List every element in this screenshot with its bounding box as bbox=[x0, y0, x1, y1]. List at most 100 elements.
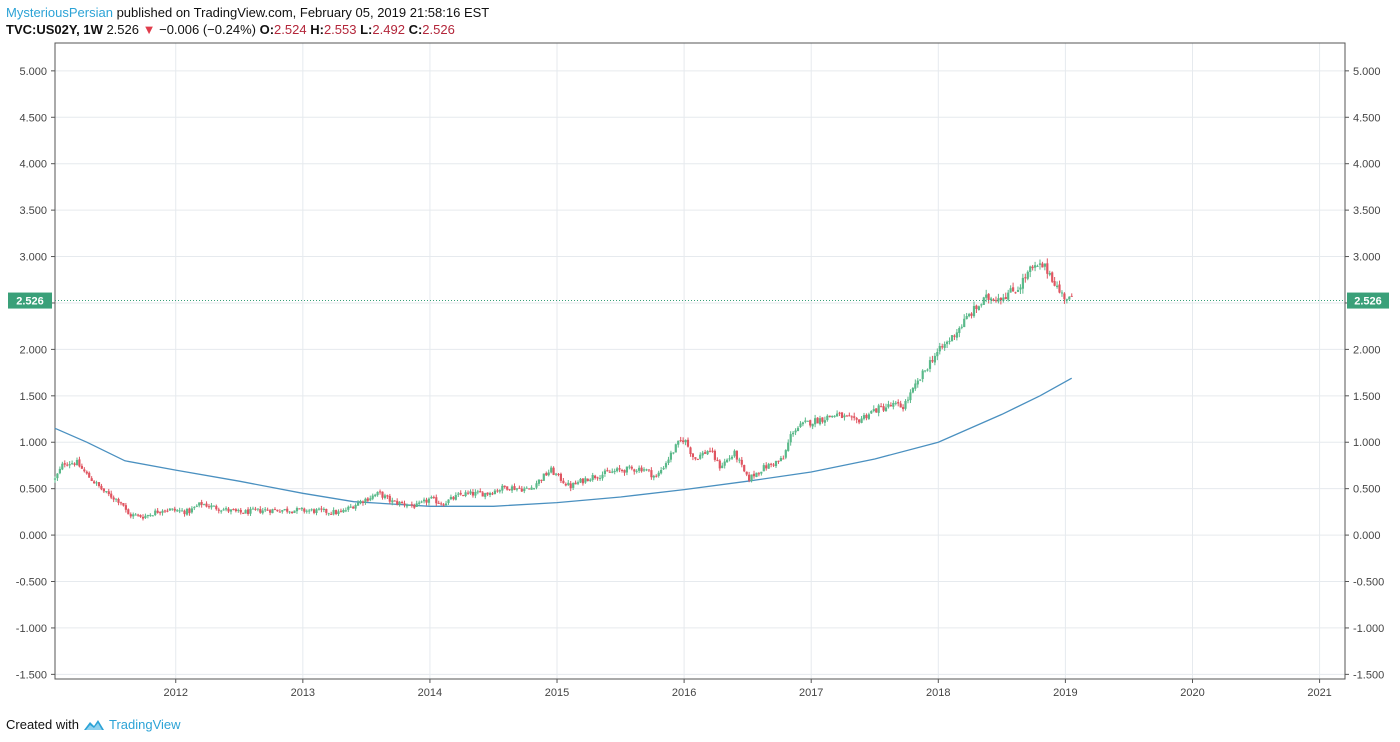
change-value: −0.006 (−0.24%) bbox=[159, 22, 256, 37]
candle-body bbox=[674, 444, 677, 453]
candle bbox=[899, 400, 902, 408]
author-link[interactable]: MysteriousPersian bbox=[6, 5, 113, 20]
candle bbox=[295, 506, 299, 514]
candle-body bbox=[882, 406, 885, 411]
candle-body bbox=[965, 316, 968, 320]
candle-body bbox=[686, 439, 690, 447]
candle-body bbox=[1024, 277, 1027, 279]
candle bbox=[611, 468, 614, 474]
candle-body bbox=[383, 495, 387, 499]
candle bbox=[53, 476, 57, 483]
candle-body bbox=[1046, 263, 1049, 274]
candle bbox=[855, 416, 858, 424]
candle bbox=[730, 455, 734, 461]
candle-body bbox=[413, 505, 416, 508]
candle bbox=[168, 507, 171, 511]
candle bbox=[398, 501, 401, 507]
candle bbox=[696, 458, 699, 461]
candle bbox=[789, 431, 792, 446]
candle bbox=[459, 490, 462, 496]
candle-body bbox=[420, 501, 423, 503]
candle-body bbox=[779, 458, 782, 462]
x-tick-label: 2021 bbox=[1307, 687, 1331, 699]
candle-body bbox=[1056, 285, 1059, 287]
candle bbox=[403, 500, 406, 508]
candle bbox=[642, 467, 646, 472]
candle-body bbox=[540, 479, 543, 481]
candle bbox=[63, 460, 66, 468]
candle bbox=[875, 408, 878, 414]
candle-body bbox=[628, 466, 631, 468]
candle bbox=[212, 505, 215, 507]
candle bbox=[848, 412, 851, 417]
candle-body bbox=[493, 490, 496, 494]
candle bbox=[721, 462, 724, 469]
candle-body bbox=[738, 459, 741, 461]
candle bbox=[440, 501, 443, 506]
candle-body bbox=[848, 415, 851, 417]
candle-body bbox=[122, 503, 125, 506]
candle bbox=[757, 471, 760, 477]
candle bbox=[1034, 261, 1037, 272]
candle bbox=[1056, 281, 1059, 289]
y-tick-label-right: 2.000 bbox=[1353, 344, 1381, 356]
candle bbox=[870, 410, 873, 414]
candle-body bbox=[171, 508, 174, 510]
candle bbox=[743, 464, 746, 473]
candle-body bbox=[222, 509, 225, 511]
candle-body bbox=[168, 508, 171, 511]
candle-body bbox=[388, 495, 391, 502]
candle bbox=[435, 494, 438, 507]
candle-body bbox=[102, 488, 105, 492]
candle-body bbox=[156, 510, 159, 513]
candle-body bbox=[166, 510, 169, 512]
candle bbox=[887, 400, 890, 409]
candle-body bbox=[713, 450, 716, 460]
candle-body bbox=[469, 491, 472, 494]
candle bbox=[799, 421, 802, 428]
candle-body bbox=[464, 492, 467, 496]
candle bbox=[987, 293, 990, 304]
candle bbox=[811, 423, 814, 430]
candle-body bbox=[1009, 288, 1012, 293]
candle bbox=[396, 498, 399, 506]
candle bbox=[977, 305, 980, 311]
candle bbox=[183, 509, 186, 517]
candle-body bbox=[809, 420, 812, 426]
candle-body bbox=[679, 440, 682, 442]
candle-body bbox=[554, 473, 558, 475]
candle-body bbox=[232, 509, 235, 510]
candle bbox=[391, 497, 394, 506]
candle-body bbox=[770, 463, 773, 465]
candle-body bbox=[271, 509, 274, 514]
candle-body bbox=[117, 499, 120, 503]
candle bbox=[1043, 263, 1046, 271]
candle bbox=[379, 489, 382, 495]
candle-body bbox=[958, 328, 961, 333]
candle bbox=[447, 499, 450, 505]
candle bbox=[821, 417, 824, 424]
candle-body bbox=[445, 503, 448, 506]
candle bbox=[474, 489, 477, 499]
tradingview-brand[interactable]: TradingView bbox=[108, 717, 181, 732]
candle bbox=[965, 312, 968, 320]
candle-body bbox=[748, 474, 751, 481]
candle bbox=[745, 471, 748, 477]
candle bbox=[596, 476, 599, 481]
candle bbox=[1053, 276, 1056, 287]
candle bbox=[909, 389, 912, 404]
candle bbox=[1002, 293, 1005, 303]
candle-body bbox=[442, 504, 445, 506]
candle-body bbox=[1004, 297, 1007, 300]
candle-body bbox=[1058, 284, 1061, 293]
candle bbox=[141, 514, 145, 521]
candle-body bbox=[667, 459, 670, 463]
candle-body bbox=[1053, 281, 1056, 286]
candle bbox=[972, 301, 976, 318]
candle bbox=[320, 505, 323, 513]
candle bbox=[383, 493, 387, 500]
y-tick-label-right: -0.500 bbox=[1353, 577, 1384, 589]
candle-body bbox=[660, 470, 663, 474]
candle-body bbox=[119, 502, 123, 504]
